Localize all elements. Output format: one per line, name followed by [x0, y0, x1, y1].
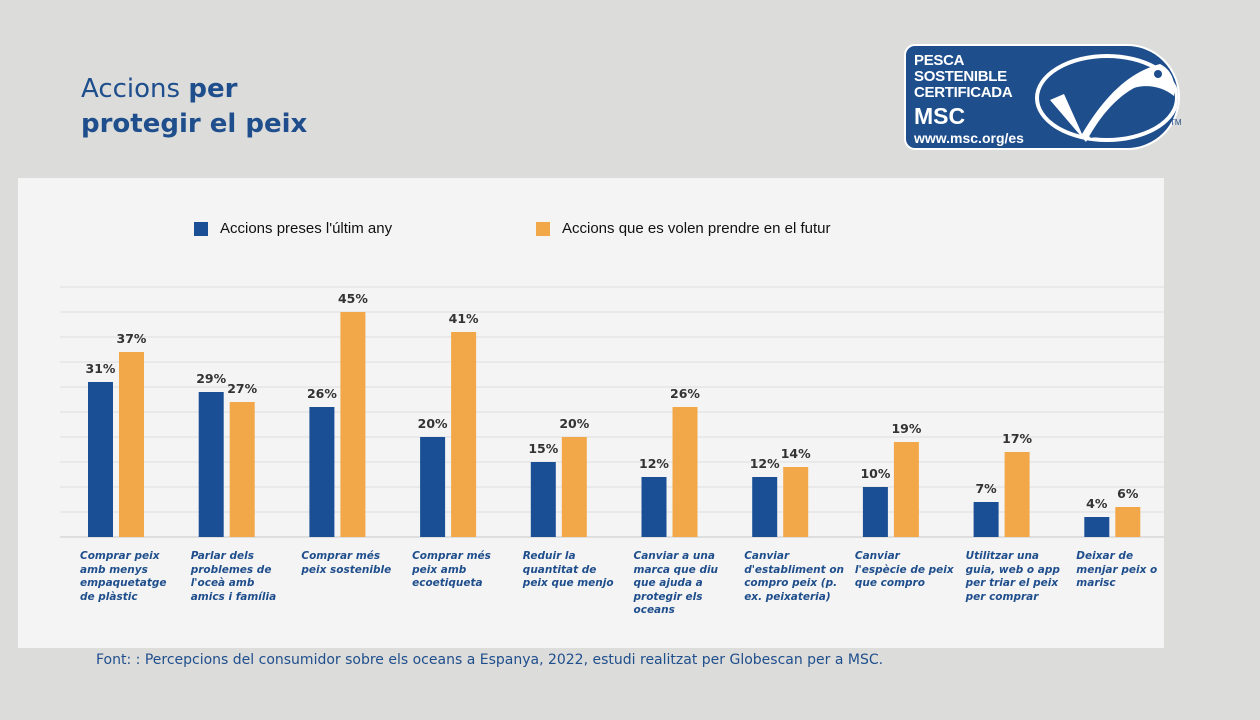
bar-future-2 — [229, 402, 255, 537]
fish-checkmark-icon — [1035, 54, 1178, 142]
data-label-future-2: 27% — [227, 381, 257, 396]
data-label-future-10: 6% — [1117, 486, 1139, 501]
logo-text-sostenible: SOSTENIBLE — [914, 68, 1007, 85]
bar-last-year-4 — [420, 437, 446, 537]
data-label-last-year-5: 15% — [528, 441, 558, 456]
data-label-future-4: 41% — [449, 311, 479, 326]
title-line-1: Accions per — [81, 72, 307, 107]
data-label-future-7: 14% — [781, 446, 811, 461]
bar-last-year-2 — [198, 392, 224, 537]
legend-swatch-blue — [194, 221, 208, 236]
legend-item-last-year: Accions preses l'últim any — [194, 220, 392, 237]
bar-future-9 — [1004, 452, 1030, 537]
data-label-future-5: 20% — [559, 416, 589, 431]
bar-last-year-5 — [530, 462, 556, 537]
chart-panel: Accions preses l'últim any Accions que e… — [18, 178, 1164, 648]
legend-label-future: Accions que es volen prendre en el futur — [562, 220, 831, 237]
legend-label-last-year: Accions preses l'últim any — [220, 220, 393, 237]
data-label-last-year-7: 12% — [750, 456, 780, 471]
data-label-future-8: 19% — [891, 421, 921, 436]
legend-item-future: Accions que es volen prendre en el futur — [536, 220, 831, 237]
data-label-last-year-4: 20% — [418, 416, 448, 431]
title-bold-text: per — [188, 74, 238, 104]
category-label-4: Comprar més peix amb ecoetiqueta — [412, 550, 491, 589]
bar-last-year-6 — [641, 477, 667, 537]
msc-logo: PESCA SOSTENIBLE CERTIFICADA MSC www.msc… — [904, 44, 1184, 152]
page-title: Accions per protegir el peix — [81, 72, 307, 142]
data-label-future-1: 37% — [117, 331, 147, 346]
bar-future-8 — [893, 442, 919, 537]
category-label-5: Reduir la quantitat de peix que menjo — [522, 550, 614, 589]
bar-future-1 — [119, 352, 144, 537]
category-label-8: Canviar l'espècie de peix que compro — [854, 550, 954, 589]
msc-logo-badge: PESCA SOSTENIBLE CERTIFICADA MSC www.msc… — [904, 44, 1180, 150]
bar-last-year-10 — [1084, 517, 1110, 537]
data-label-last-year-2: 29% — [196, 371, 226, 386]
title-normal-text: Accions — [81, 74, 189, 104]
data-label-last-year-6: 12% — [639, 456, 669, 471]
data-label-future-6: 26% — [670, 386, 700, 401]
category-label-9: Utilitzar una guia, web o app per triar … — [965, 550, 1060, 603]
category-label-7: Canviar d'establiment on compro peix (p.… — [744, 550, 845, 603]
bar-future-3 — [340, 312, 366, 537]
bar-last-year-9 — [973, 502, 999, 537]
bar-future-10 — [1115, 507, 1141, 537]
logo-trademark: TM — [1170, 118, 1182, 127]
bar-last-year-7 — [752, 477, 778, 537]
data-label-future-9: 17% — [1002, 431, 1032, 446]
category-label-2: Parlar dels problemes de l'oceà amb amic… — [190, 550, 277, 603]
bar-future-4 — [451, 332, 477, 537]
category-label-10: Deixar de menjar peix o marisc — [1076, 550, 1158, 589]
category-label-3: Comprar més peix sostenible — [301, 550, 392, 576]
legend-swatch-orange — [536, 221, 550, 236]
data-label-last-year-1: 31% — [86, 361, 116, 376]
data-label-last-year-9: 7% — [975, 481, 997, 496]
source-note: Font: : Percepcions del consumidor sobre… — [96, 652, 884, 668]
logo-text-certificada: CERTIFICADA — [914, 84, 1013, 101]
bar-chart: 31%37%29%27% 26%45%20%41%15%20%12%26%12%1… — [60, 286, 1164, 538]
bar-future-6 — [672, 407, 698, 537]
data-label-last-year-8: 10% — [860, 466, 890, 481]
category-label-6: Canviar a una marca que diu que ajuda a … — [633, 550, 719, 616]
bar-last-year-1 — [88, 382, 113, 537]
data-label-last-year-3: 26% — [307, 386, 337, 401]
category-label-1: Comprar peix amb menys empaquetatge de p… — [80, 550, 167, 603]
title-line-2: protegir el peix — [81, 109, 308, 139]
data-label-future-3: 45% — [338, 291, 368, 306]
logo-text-msc: MSC — [914, 103, 966, 129]
bar-last-year-3 — [309, 407, 335, 537]
bar-last-year-8 — [862, 487, 888, 537]
data-label-last-year-10: 4% — [1086, 496, 1108, 511]
bar-future-5 — [561, 437, 587, 537]
bar-future-7 — [783, 467, 809, 537]
logo-url: www.msc.org/es — [914, 130, 1024, 146]
logo-text-pesca: PESCA — [914, 52, 965, 69]
